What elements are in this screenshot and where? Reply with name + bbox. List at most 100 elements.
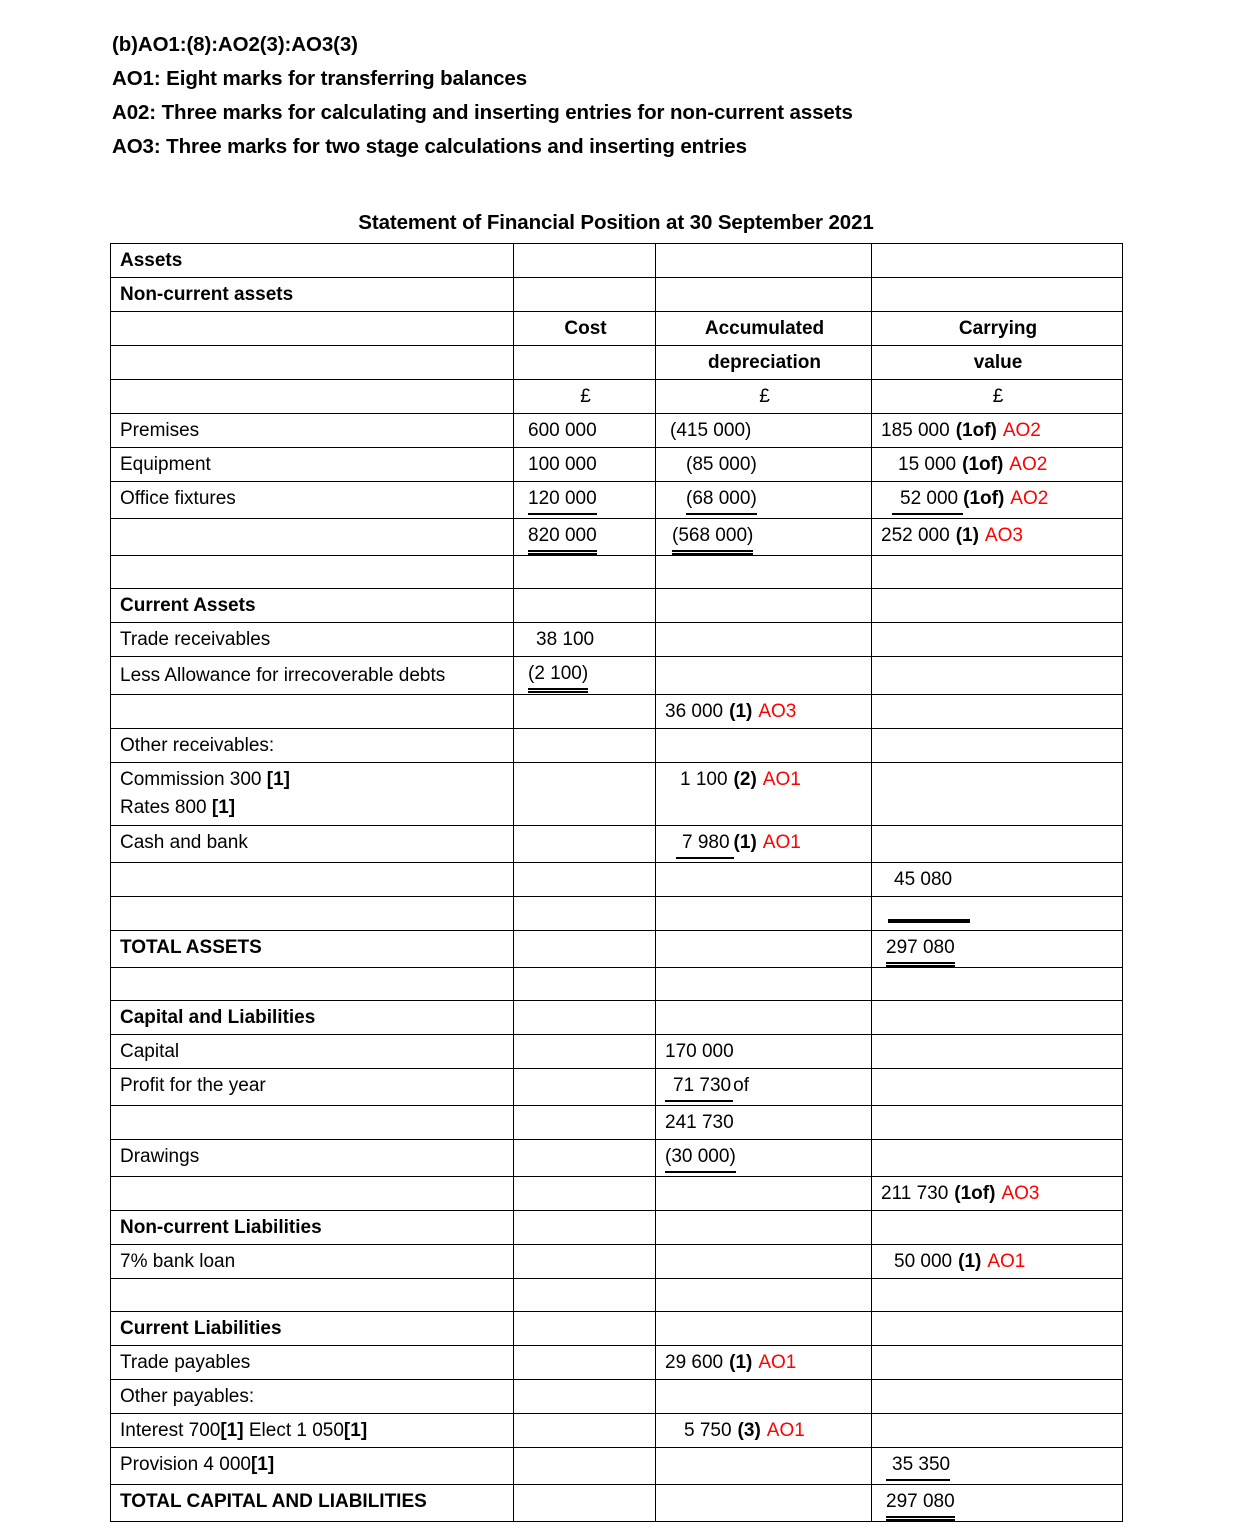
empty-cell — [656, 589, 871, 621]
accruals-ao-code: AO1 — [766, 1420, 805, 1441]
empty-cell — [872, 244, 1122, 276]
table-row-capital-and-liabilities: Capital and Liabilities — [110, 1000, 1123, 1035]
table-row-assets: Assets — [110, 243, 1123, 278]
empty-cell — [111, 312, 513, 344]
row-label-capital: Capital — [120, 1041, 180, 1062]
empty-cell — [514, 826, 655, 858]
empty-cell — [514, 1485, 655, 1517]
cash-and-bank-ao-code: AO1 — [762, 832, 801, 853]
nca-total-mark: (1) — [955, 525, 979, 546]
table-row-capital-subtotal: 241 730 — [110, 1105, 1123, 1140]
empty-cell — [656, 1312, 871, 1344]
total-assets-rule — [872, 897, 1122, 930]
empty-cell — [872, 1414, 1122, 1446]
capital-amount: 170 000 — [665, 1041, 734, 1062]
premises-carrying-value: 185 000 (1of) AO2 — [872, 414, 1122, 447]
empty-cell — [514, 968, 655, 1000]
row-label-total-capital-and-liabilities: TOTAL CAPITAL AND LIABILITIES — [120, 1491, 427, 1512]
premises-ao-code: AO2 — [1002, 420, 1041, 441]
empty-cell — [656, 278, 871, 310]
empty-cell — [872, 1279, 1122, 1311]
table-row-total-assets: TOTAL ASSETS 297 080 — [110, 930, 1123, 968]
table-row-equipment: Equipment 100 000 (85 000) 15 000 (1of) AO… — [110, 447, 1123, 482]
nca-total-cost: 820 000 — [514, 519, 655, 555]
profit-own-figure-suffix: of — [733, 1075, 749, 1096]
current-liabilities-total-amount: 35 350 — [886, 1451, 951, 1481]
total-assets-value: 297 080 — [872, 931, 1122, 967]
table-row-capital-total: 211 730 (1of) AO3 — [110, 1176, 1123, 1211]
empty-cell — [111, 556, 513, 588]
empty-cell — [514, 763, 655, 795]
empty-cell — [872, 556, 1122, 588]
cash-and-bank-mark: (1) — [733, 832, 757, 853]
row-label-current-assets: Current Assets — [120, 595, 256, 616]
row-label-other-receivables: Other receivables: — [120, 735, 275, 756]
empty-cell — [514, 695, 655, 727]
empty-cell — [514, 1140, 655, 1172]
empty-cell — [514, 931, 655, 963]
trade-payables-value: 29 600 (1) AO1 — [656, 1346, 871, 1379]
empty-cell — [656, 931, 871, 963]
premises-mark: (1of) — [955, 420, 997, 441]
equipment-ao-code: AO2 — [1009, 454, 1048, 475]
profit-for-the-year-amount: 71 730 — [665, 1072, 734, 1102]
empty-cell — [656, 729, 871, 761]
accruals-value: 5 750 (3) AO1 — [656, 1414, 871, 1447]
office-fixtures-cost: 120 000 — [514, 482, 655, 518]
current-assets-total-amount: 45 080 — [894, 869, 953, 890]
empty-cell — [514, 1312, 655, 1344]
empty-cell — [872, 657, 1122, 689]
heading-line-3: AO3: Three marks for two stage calculati… — [112, 135, 747, 158]
empty-cell — [656, 657, 871, 689]
bank-loan-ao-code: AO1 — [987, 1251, 1026, 1272]
column-header-accumulated: Accumulated — [704, 318, 825, 339]
empty-cell — [872, 763, 1122, 795]
empty-cell — [514, 278, 655, 310]
bank-loan-mark: (1) — [958, 1251, 982, 1272]
subtotal-rule-line — [888, 905, 970, 923]
row-label-other-receivables-detail: Commission 300 [1] Rates 800 [1] — [111, 763, 513, 825]
table-row-allowance-for-irrecoverable-debts: Less Allowance for irrecoverable debts (… — [110, 656, 1123, 695]
empty-cell — [872, 1001, 1122, 1033]
current-liabilities-total-value: 35 350 — [872, 1448, 1122, 1484]
premises-accumulated-depreciation: (415 000) — [670, 420, 752, 441]
empty-cell — [111, 968, 513, 1000]
net-receivables-amount: 36 000 — [665, 701, 724, 722]
equipment-mark: (1of) — [962, 454, 1004, 475]
statement-of-financial-position-table: Assets Non-current assets Cost Accumulat… — [110, 243, 1123, 1522]
empty-cell — [514, 1346, 655, 1378]
provision-mark: [1] — [250, 1454, 275, 1475]
empty-cell — [514, 1245, 655, 1277]
accruals-amount: 5 750 — [684, 1420, 732, 1441]
table-row-net-receivables: 36 000 (1) AO3 — [110, 694, 1123, 729]
empty-cell — [111, 897, 513, 929]
empty-cell — [514, 589, 655, 621]
empty-cell — [514, 1001, 655, 1033]
total-capital-and-liabilities-amount: 297 080 — [886, 1488, 955, 1521]
equipment-carrying-amount: 15 000 — [898, 454, 957, 475]
empty-cell — [111, 695, 513, 727]
empty-cell — [514, 1211, 655, 1243]
table-row-other-receivables-heading: Other receivables: — [110, 728, 1123, 763]
table-row-profit-for-the-year: Profit for the year 71 730 of — [110, 1068, 1123, 1106]
column-header-carrying: Carrying — [958, 318, 1038, 339]
equipment-cost: 100 000 — [528, 454, 597, 475]
capital-total-value: 211 730 (1of) AO3 — [872, 1177, 1122, 1210]
empty-cell — [111, 380, 513, 412]
other-receivables-line-2: Rates 800 [1] — [120, 794, 506, 822]
table-row-bank-loan: 7% bank loan 50 000 (1) AO1 — [110, 1244, 1123, 1279]
other-receivables-amount: 1 100 — [680, 769, 728, 790]
capital-total-mark: (1of) — [954, 1183, 996, 1204]
table-row-non-current-assets-total: 820 000 (568 000) 252 000 (1) AO3 — [110, 518, 1123, 556]
empty-cell — [514, 556, 655, 588]
empty-cell — [656, 1245, 871, 1277]
row-label-accruals: Interest 700[1] Elect 1 050[1] — [111, 1414, 513, 1447]
bank-loan-amount: 50 000 — [894, 1251, 953, 1272]
row-label-non-current-assets: Non-current assets — [120, 284, 294, 305]
row-label-non-current-liabilities: Non-current Liabilities — [120, 1217, 322, 1238]
empty-cell — [514, 729, 655, 761]
empty-cell — [872, 695, 1122, 727]
empty-cell — [872, 278, 1122, 310]
equipment-accumulated-depreciation: (85 000) — [686, 454, 757, 475]
